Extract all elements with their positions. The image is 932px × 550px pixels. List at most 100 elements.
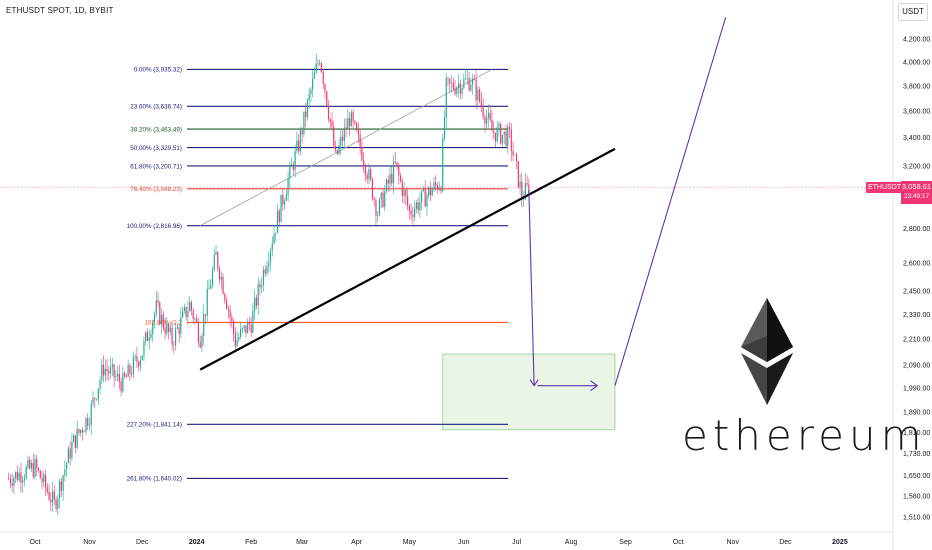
candle — [431, 186, 433, 196]
candle — [305, 103, 307, 128]
candle — [157, 292, 159, 307]
candle — [422, 186, 425, 192]
candle — [243, 324, 245, 333]
candle-body — [204, 314, 207, 316]
candle-body — [350, 112, 352, 127]
candle-body — [85, 417, 87, 432]
candle-body — [146, 332, 149, 341]
candle-body — [232, 320, 235, 334]
candle-body — [435, 182, 437, 186]
candle-body — [166, 323, 168, 334]
candle — [16, 465, 19, 482]
candle — [23, 473, 26, 487]
candle-body — [150, 334, 152, 338]
candle-body — [501, 134, 504, 144]
candle — [489, 105, 491, 123]
candle-body — [524, 182, 526, 200]
candle — [208, 279, 210, 290]
candle-body — [426, 195, 428, 207]
candle-body — [482, 106, 484, 117]
ethereum-diamond-icon — [741, 298, 793, 405]
candle — [329, 118, 331, 128]
candle-body — [285, 194, 287, 201]
candle — [482, 98, 484, 121]
candle — [327, 99, 330, 123]
candle-body — [510, 129, 512, 151]
time-axis[interactable]: Oct Nov Dec 2024 Feb Mar Apr May Jun Jul Aug Sep Oct… — [30, 539, 848, 546]
candle-body — [90, 403, 92, 426]
candle-body — [23, 478, 26, 481]
candle-body — [319, 63, 321, 65]
candle — [148, 330, 150, 350]
candle-body — [95, 399, 98, 401]
candle-body — [517, 161, 519, 188]
candle — [190, 300, 193, 316]
candle-body — [450, 82, 453, 84]
candle — [236, 331, 238, 348]
candle-body — [220, 277, 222, 280]
candle — [111, 357, 113, 376]
candle-body — [477, 89, 479, 101]
currency-badge[interactable]: USDT — [898, 3, 928, 21]
candle-body — [160, 314, 163, 325]
candle-body — [378, 199, 381, 216]
candle — [132, 351, 135, 379]
candle-body — [508, 127, 511, 130]
candle — [227, 305, 229, 319]
candle — [264, 264, 266, 278]
candle — [155, 290, 157, 318]
candle-body — [99, 379, 101, 389]
candle-body — [264, 269, 266, 274]
candle — [498, 121, 500, 137]
candle-body — [408, 205, 410, 211]
candle-body — [111, 364, 113, 368]
candle-body — [55, 499, 57, 509]
candle-body — [498, 123, 500, 128]
candle — [127, 359, 129, 378]
candle-body — [259, 284, 261, 288]
candle — [232, 318, 235, 342]
candle-body — [162, 314, 164, 328]
candle — [452, 77, 454, 92]
candle — [13, 475, 15, 494]
candle-body — [472, 78, 474, 85]
candle-body — [60, 481, 62, 491]
candle-body — [356, 123, 358, 131]
fib-level-label: 100.00% (2,816.96) — [127, 223, 182, 230]
candle-body — [463, 78, 465, 88]
candle-body — [66, 463, 68, 470]
price-axis-tick: 1,650.00 — [903, 473, 930, 480]
candle — [401, 178, 403, 203]
projection-down-line — [528, 190, 535, 386]
time-axis-tick: 2025 — [832, 539, 848, 546]
candle-body — [134, 356, 136, 358]
candle — [370, 165, 372, 182]
trendline[interactable] — [199, 147, 616, 371]
candle — [143, 336, 145, 362]
candle-body — [298, 140, 300, 152]
candle — [62, 474, 64, 501]
candle-body — [384, 191, 386, 207]
candle-body — [241, 327, 243, 329]
time-axis-tick: Oct — [673, 539, 684, 546]
candle-body — [415, 202, 417, 209]
candle — [51, 482, 54, 512]
candle-body — [345, 127, 347, 130]
candle-body — [203, 314, 205, 336]
candle-body — [315, 63, 317, 73]
candle — [301, 127, 303, 144]
candle-body — [289, 164, 291, 179]
candle — [283, 197, 286, 210]
candle-body — [257, 284, 259, 306]
candle — [95, 398, 98, 402]
candle-body — [433, 182, 435, 190]
candle-body — [192, 310, 194, 320]
candle-body — [401, 181, 403, 197]
candle — [341, 130, 344, 147]
candle — [415, 199, 417, 214]
candle-body — [327, 105, 330, 119]
candle — [324, 82, 326, 99]
candle — [340, 129, 342, 155]
candle — [55, 496, 57, 513]
